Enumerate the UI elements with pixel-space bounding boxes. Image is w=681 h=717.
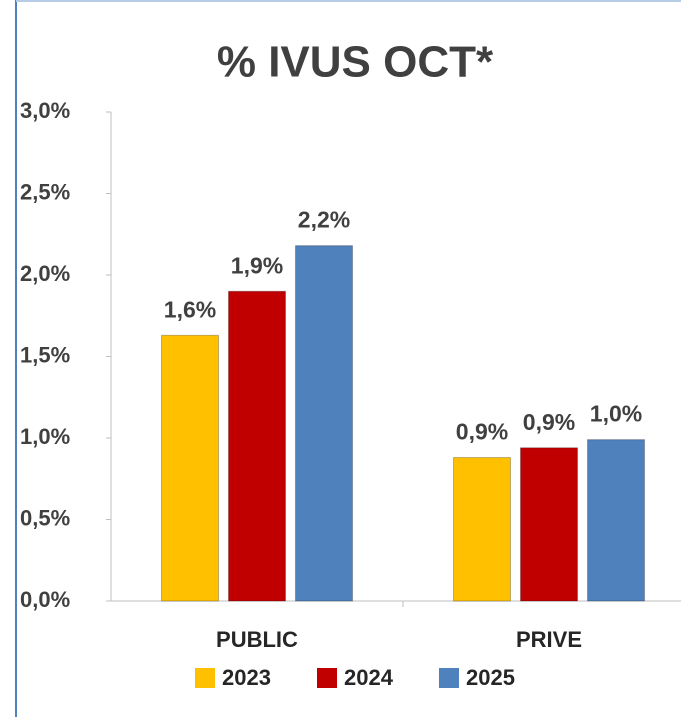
legend-label: 2023 bbox=[222, 665, 271, 690]
y-tick-label: 2,5% bbox=[20, 179, 70, 204]
data-label: 2,2% bbox=[298, 207, 350, 233]
bar bbox=[587, 439, 645, 602]
y-tick-label: 0,5% bbox=[20, 505, 70, 530]
data-label: 0,9% bbox=[523, 409, 575, 435]
bar bbox=[228, 290, 286, 602]
legend-label: 2025 bbox=[466, 665, 515, 690]
y-tick-label: 1,5% bbox=[20, 342, 70, 367]
y-tick-label: 1,0% bbox=[20, 424, 70, 449]
legend-swatch bbox=[195, 668, 215, 688]
bar bbox=[295, 245, 353, 602]
legend-swatch bbox=[317, 668, 337, 688]
data-label: 0,9% bbox=[456, 419, 508, 445]
data-label: 1,6% bbox=[164, 296, 216, 322]
legend-label: 2024 bbox=[344, 665, 394, 690]
y-tick-label: 2,0% bbox=[20, 261, 70, 286]
data-label: 1,9% bbox=[231, 252, 283, 278]
bar bbox=[520, 447, 578, 602]
bar bbox=[161, 334, 219, 602]
chart-title: % IVUS OCT* bbox=[217, 38, 494, 87]
bar bbox=[453, 457, 511, 602]
y-tick-label: 0,0% bbox=[20, 587, 70, 612]
data-label: 1,0% bbox=[590, 401, 642, 427]
legend-swatch bbox=[439, 668, 459, 688]
x-tick-label: PRIVE bbox=[516, 627, 582, 652]
y-tick-label: 3,0% bbox=[20, 98, 70, 123]
x-tick-label: PUBLIC bbox=[216, 627, 298, 652]
